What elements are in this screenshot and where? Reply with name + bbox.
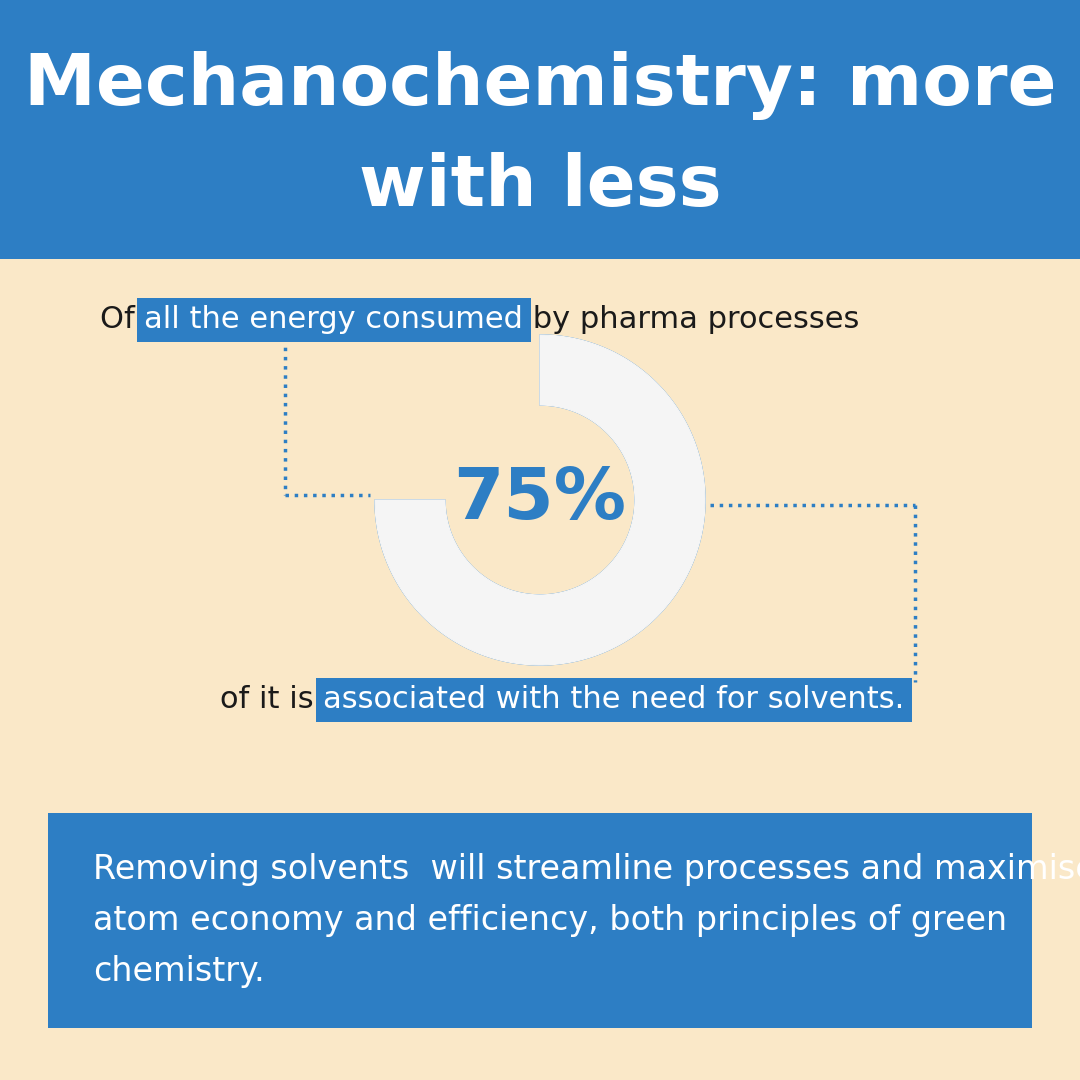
Text: 75%: 75% [454, 465, 626, 535]
Text: by pharma processes: by pharma processes [524, 306, 860, 335]
Polygon shape [375, 335, 705, 665]
Text: Of: Of [100, 306, 145, 335]
Text: all the energy consumed: all the energy consumed [145, 306, 524, 335]
Text: with less: with less [359, 152, 721, 221]
Text: of it is: of it is [220, 686, 323, 715]
Text: associated with the need for solvents.: associated with the need for solvents. [323, 686, 905, 715]
Text: Mechanochemistry: more: Mechanochemistry: more [24, 51, 1056, 120]
Text: Removing solvents  will streamline processes and maximise
atom economy and effic: Removing solvents will streamline proces… [93, 853, 1080, 988]
Polygon shape [375, 335, 705, 665]
Bar [0, 0, 1080, 259]
Bar [48, 813, 1032, 1028]
